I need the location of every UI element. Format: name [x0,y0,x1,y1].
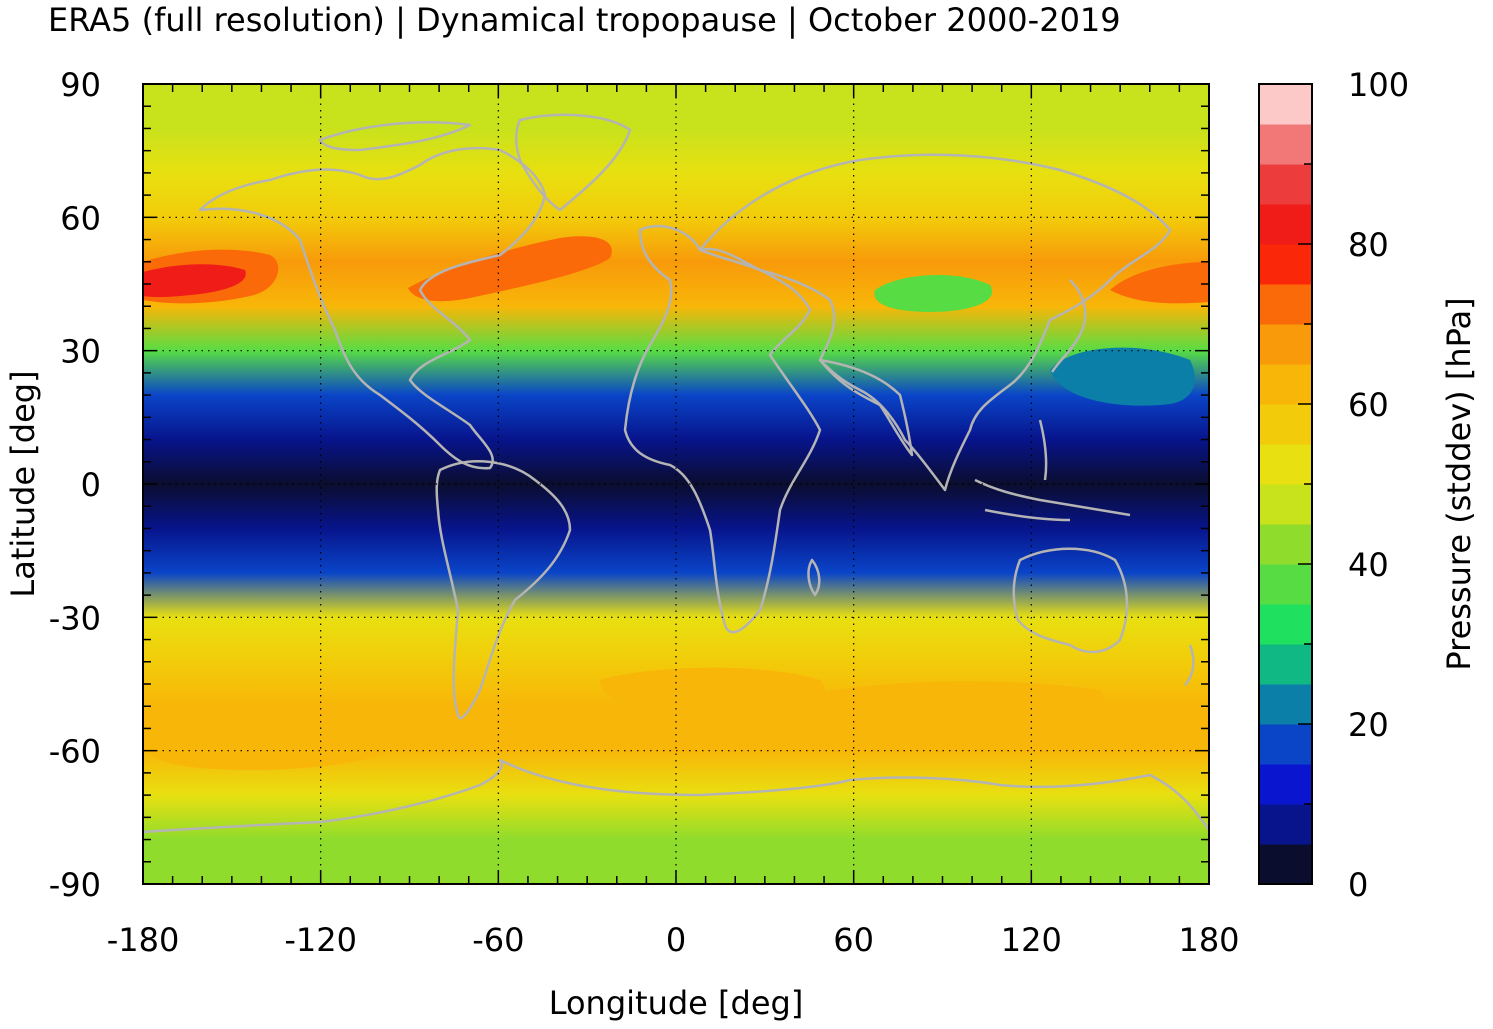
x-tick-label: 120 [1001,921,1062,959]
x-tick-labels: -180 -120 -60 0 60 120 180 [107,921,1240,959]
y-tick-label: 30 [60,333,101,371]
coastline-arctic-islands [318,121,472,152]
coastlines [143,113,1209,834]
coastline-new-zealand [1184,644,1195,686]
colorbar-swatch [1259,204,1312,245]
colorbar-swatch [1259,724,1312,765]
colorbar-swatch [1259,604,1312,645]
colorbar-swatch [1259,324,1312,365]
colorbar-swatch [1259,844,1312,885]
anomaly-asia-green [874,274,993,312]
coastline-australia [1012,547,1129,654]
anomaly-south-atlantic-orange [600,667,826,716]
x-tick-label: 180 [1178,921,1239,959]
coastline-japan [1050,279,1087,373]
y-tick-label: -60 [49,733,101,771]
colorbar-swatch [1259,444,1312,485]
colorbar-swatch [1259,684,1312,725]
colorbar-tick-labels: 0 20 40 60 80 100 [1348,66,1409,904]
coastline-north-america [198,146,547,470]
grid-lines [143,84,1209,884]
y-tick-label: -90 [49,866,101,904]
coastline-greenland [515,113,632,212]
coastline-south-america [435,460,572,720]
anomaly-west-pacific-teal [1050,347,1195,406]
colorbar-swatch [1259,124,1312,165]
colorbar-swatch [1259,364,1312,405]
colorbar-swatch [1259,524,1312,565]
colorbar-tick-label: 20 [1348,706,1389,744]
coastline-antarctica [143,758,1209,834]
y-axis-label: Latitude [deg] [4,370,42,597]
x-axis-label: Longitude [deg] [549,984,804,1022]
coastline-europe-africa [623,224,822,634]
colorbar-frame [1258,83,1313,885]
anomaly-south-pacific-orange [143,721,404,770]
anomaly-north-pacific-west-core [143,264,246,298]
colorbar-swatch [1259,804,1312,845]
colorbar-swatch [1259,404,1312,445]
colorbar-swatch [1259,284,1312,325]
colorbar-swatch [1259,244,1312,285]
coastline-southeast-asia-islands [974,419,1131,522]
x-tick-label: -60 [472,921,524,959]
colorbar-tick-label: 60 [1348,386,1389,424]
colorbar-swatch [1259,484,1312,525]
axis-ticks [142,83,1210,885]
anomaly-north-atlantic [408,236,612,302]
coastline-arabia-india [818,358,914,457]
x-tick-label: -180 [107,921,180,959]
chart-title: ERA5 (full resolution) | Dynamical tropo… [48,1,1121,39]
colorbar-swatch [1259,764,1312,805]
y-tick-label: 60 [60,199,101,237]
colorbar-swatch [1259,84,1312,125]
colorbar [1259,83,1312,885]
coastline-madagascar [807,558,821,597]
y-tick-label: 90 [60,66,101,104]
x-tick-label: 60 [833,921,874,959]
colorbar-swatch [1259,564,1312,605]
x-tick-label: 0 [666,921,686,959]
y-tick-labels: 90 60 30 0 -30 -60 -90 [49,66,101,904]
plot-area [143,84,1209,884]
colorbar-label: Pressure (stddev) [hPa] [1440,297,1478,670]
colorbar-tick-label: 0 [1348,866,1368,904]
y-tick-label: 0 [81,466,101,504]
field-anomalies [143,236,1209,770]
anomaly-north-pacific-east [1110,262,1209,304]
x-tick-label: -120 [284,921,357,959]
colorbar-tick-label: 100 [1348,66,1409,104]
colorbar-tick-label: 80 [1348,226,1389,264]
colorbar-swatch [1259,644,1312,685]
anomaly-south-indian-orange [790,681,1104,731]
colorbar-tick-label: 40 [1348,546,1389,584]
coastline-asia [698,153,1172,492]
y-tick-label: -30 [49,599,101,637]
colorbar-swatch [1259,164,1312,205]
